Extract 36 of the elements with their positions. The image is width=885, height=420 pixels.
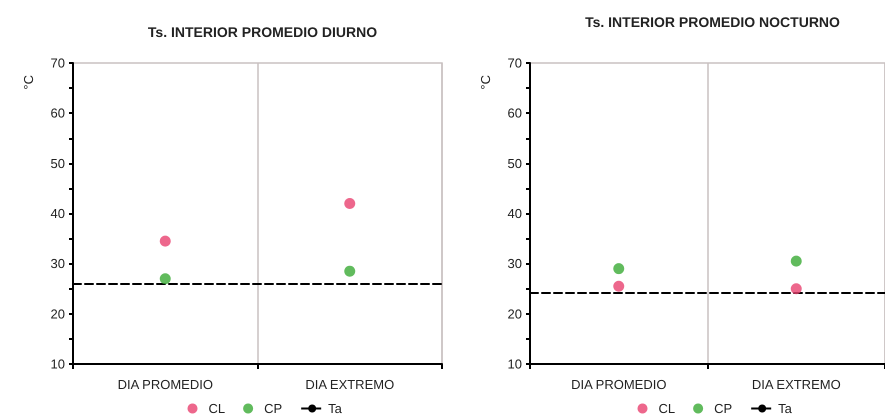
point	[344, 198, 356, 209]
y-tick-label: 10	[508, 356, 522, 372]
y-tick-label: 60	[508, 106, 522, 121]
y-tick-label: 20	[50, 306, 65, 322]
y-tick-label: 50	[50, 156, 65, 171]
y-tick-label: 30	[508, 256, 522, 272]
legend-label: CL	[208, 401, 226, 416]
y-tick-label: 30	[50, 256, 65, 272]
y-tick-label: 20	[508, 306, 522, 322]
y-axis-title: °C	[21, 75, 36, 90]
legend-label: Ta	[328, 401, 343, 416]
point	[790, 283, 802, 294]
chart-title: Ts. INTERIOR PROMEDIO DIURNO	[148, 24, 378, 40]
legend-label: CP	[714, 401, 732, 416]
x-tick-label: DIA EXTREMO	[752, 377, 841, 392]
y-tick-label: 10	[50, 356, 65, 372]
point	[344, 266, 356, 277]
legend-label: Ta	[778, 401, 793, 416]
y-tick-label: 60	[50, 106, 65, 121]
chart-title: Ts. INTERIOR PROMEDIO NOCTURNO	[585, 14, 840, 30]
y-tick-label: 40	[508, 206, 522, 221]
y-tick-label: 50	[508, 156, 522, 171]
x-tick-label: DIA PROMEDIO	[571, 377, 666, 392]
y-tick-label: 70	[50, 56, 65, 70]
point	[613, 280, 624, 292]
point	[613, 263, 624, 274]
y-tick-label: 70	[508, 56, 522, 70]
point	[160, 273, 171, 284]
x-tick-label: DIA EXTREMO	[305, 377, 394, 392]
y-tick-label: 40	[50, 206, 65, 221]
legend-label: CL	[658, 401, 676, 416]
legend-label: CP	[264, 401, 282, 416]
x-tick-label: DIA PROMEDIO	[118, 377, 213, 392]
point	[790, 256, 802, 267]
point	[160, 236, 171, 247]
y-axis-title: °C	[478, 75, 493, 90]
